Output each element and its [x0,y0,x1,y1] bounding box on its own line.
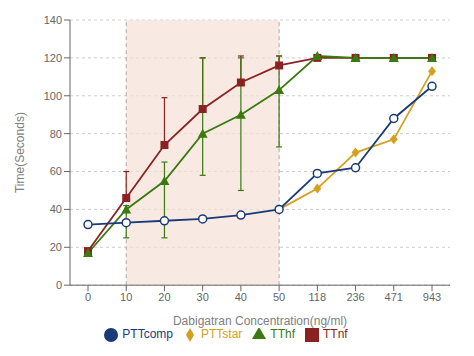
svg-text:50: 50 [273,291,285,303]
html-text:PTTcomp: PTTcomp [122,327,173,342]
svg-text:20: 20 [158,291,170,303]
html-text:TTnf: TTnf [323,327,348,342]
html-text:TThf: TThf [270,327,295,342]
svg-text:80: 80 [50,128,62,140]
svg-text:60: 60 [50,165,62,177]
svg-text:10: 10 [120,291,132,303]
svg-text:20: 20 [50,241,62,253]
svg-text:140: 140 [44,14,62,26]
svg-text:40: 40 [235,291,247,303]
svg-text:120: 120 [44,52,62,64]
svg-text:Time(Seconds): Time(Seconds) [13,112,27,193]
svg-text:236: 236 [346,291,364,303]
svg-text:30: 30 [197,291,209,303]
svg-text:40: 40 [50,203,62,215]
svg-text:118: 118 [309,291,327,303]
svg-text:0: 0 [85,291,91,303]
svg-text:943: 943 [423,291,441,303]
html-text:PTTstar: PTTstar [201,327,243,342]
svg-text:0: 0 [56,279,62,291]
svg-text:Dabigatran Concentration(ng/ml: Dabigatran Concentration(ng/ml) [173,314,347,328]
svg-text:100: 100 [44,90,62,102]
svg-text:471: 471 [385,291,403,303]
